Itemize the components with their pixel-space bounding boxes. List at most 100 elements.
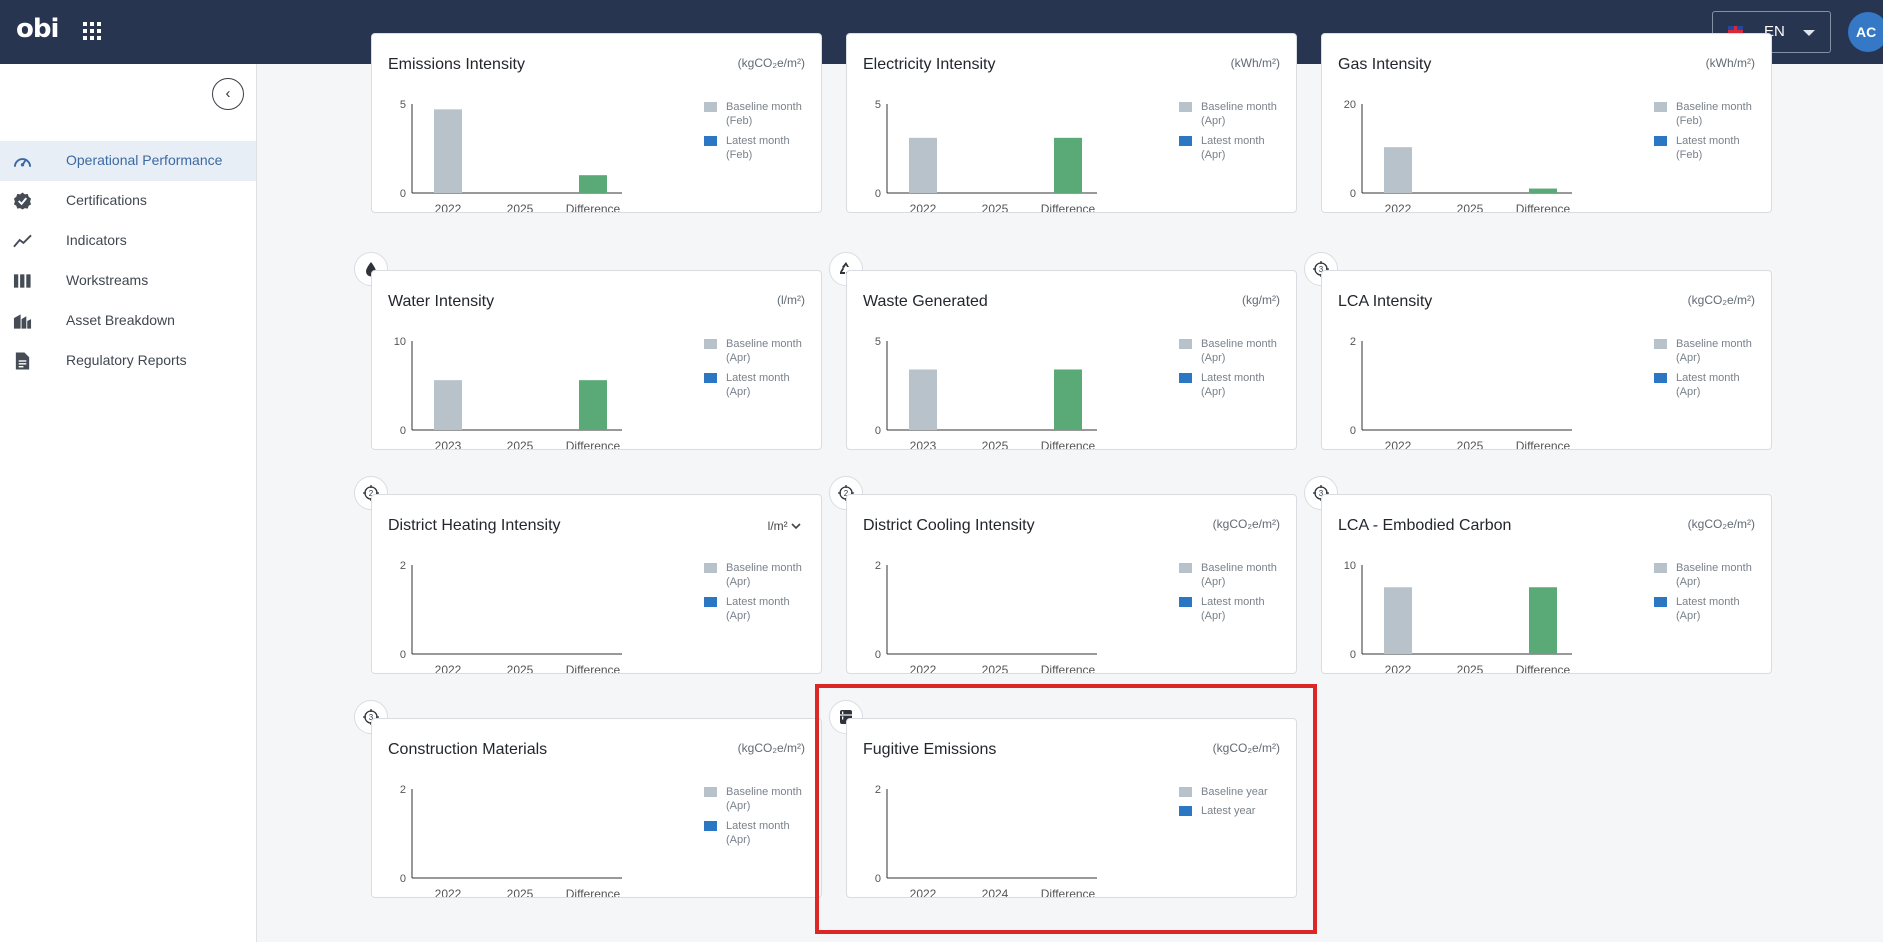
card-unit: (kWh/m²)	[1706, 56, 1755, 70]
sidebar-item-workstreams[interactable]: Workstreams	[0, 261, 256, 301]
legend-label: Baseline month	[1201, 562, 1277, 574]
bar-2022	[1384, 147, 1412, 193]
x-tick-label: 2025	[1457, 439, 1484, 449]
bar-2023	[909, 369, 937, 430]
x-tick-label: Difference	[566, 887, 621, 897]
sidebar-item-operational-performance[interactable]: Operational Performance	[0, 141, 256, 181]
bar-difference	[579, 175, 607, 193]
unit-label: (kg/m²)	[1242, 293, 1280, 307]
metric-card-water-intensity[interactable]: Water Intensity (l/m²) Baseline month (Apr)…	[371, 270, 822, 450]
legend-swatch	[704, 787, 717, 797]
metric-card-waste-generated[interactable]: Waste Generated (kg/m²) Baseline month (Apr…	[846, 270, 1297, 450]
x-tick-label: 2023	[910, 439, 937, 449]
buildings-icon	[13, 314, 32, 329]
metric-card-emissions-intensity[interactable]: Emissions Intensity (kgCO₂e/m²) Baseline m…	[371, 33, 822, 213]
legend-swatch	[1179, 102, 1192, 112]
bar-chart: 2 0 2022 2024 Difference	[875, 784, 1097, 897]
unit-label: (kgCO₂e/m²)	[1687, 293, 1755, 307]
legend-item-latest: Latest month (Apr)	[704, 371, 814, 405]
legend-label: Latest month	[1676, 372, 1740, 384]
y-tick-label: 0	[875, 188, 881, 200]
metric-card-construction-materials[interactable]: Construction Materials (kgCO₂e/m²) Baselin…	[371, 718, 822, 898]
collapse-sidebar-button[interactable]: ‹	[212, 78, 244, 110]
metric-card-lca-intensity[interactable]: LCA Intensity (kgCO₂e/m²) Baseline month (A…	[1321, 270, 1772, 450]
chart-legend: Baseline month (Apr) Latest month (Apr)	[1654, 561, 1764, 629]
legend-label: Latest year	[1201, 805, 1256, 817]
legend-item-latest: Latest month (Apr)	[1179, 134, 1289, 168]
legend-label: Latest month	[1201, 372, 1265, 384]
x-tick-label: 2024	[982, 887, 1009, 897]
bar-difference	[579, 380, 607, 430]
legend-period: (Apr)	[1201, 115, 1226, 127]
legend-period: (Apr)	[1201, 149, 1226, 161]
legend-label: Baseline month	[1676, 101, 1752, 113]
x-tick-label: Difference	[1041, 887, 1096, 897]
metric-card-electricity-intensity[interactable]: Electricity Intensity (kWh/m²) Baseline mo…	[846, 33, 1297, 213]
legend-item-latest: Latest month (Apr)	[1654, 371, 1764, 405]
x-tick-label: Difference	[566, 202, 621, 212]
x-tick-label: 2022	[1385, 663, 1412, 673]
sidebar-item-asset-breakdown[interactable]: Asset Breakdown	[0, 301, 256, 341]
x-tick-label: 2023	[435, 439, 462, 449]
metric-card-gas-intensity[interactable]: Gas Intensity (kWh/m²) Baseline month (Feb)…	[1321, 33, 1772, 213]
legend-item-baseline: Baseline month (Apr)	[704, 561, 814, 595]
legend-item-latest: Latest month (Apr)	[704, 595, 814, 629]
legend-label: Latest month	[1201, 596, 1265, 608]
legend-period: (Apr)	[726, 576, 751, 588]
uk-flag-icon	[1728, 26, 1743, 37]
card-title: Water Intensity	[388, 293, 495, 310]
card-unit: (kgCO₂e/m²)	[1688, 293, 1755, 307]
sidebar-item-label: Regulatory Reports	[66, 352, 187, 368]
legend-item-latest: Latest month (Apr)	[1179, 595, 1289, 629]
legend-swatch	[1654, 339, 1667, 349]
metric-card-district-heating-intensity[interactable]: District Heating Intensity l/m² Baseline …	[371, 494, 822, 674]
legend-swatch	[1179, 373, 1192, 383]
y-tick-label: 0	[400, 649, 406, 661]
sidebar-item-indicators[interactable]: Indicators	[0, 221, 256, 261]
x-tick-label: Difference	[1041, 663, 1096, 673]
metric-card-district-cooling-intensity[interactable]: District Cooling Intensity (kgCO₂e/m²) Bas…	[846, 494, 1297, 674]
legend-swatch	[1179, 339, 1192, 349]
svg-text:2: 2	[369, 489, 374, 498]
x-tick-label: 2025	[507, 439, 534, 449]
y-tick-label: 5	[875, 336, 881, 348]
legend-swatch	[1654, 597, 1667, 607]
user-avatar[interactable]: AC	[1848, 12, 1883, 52]
chart-legend: Baseline month (Apr) Latest month (Apr)	[1179, 337, 1289, 405]
bar-chart: 2 0 2022 2025 Difference	[1350, 336, 1572, 449]
y-tick-label: 0	[400, 425, 406, 437]
card-unit: (kg/m²)	[1242, 293, 1280, 307]
legend-label: Latest month	[726, 135, 790, 147]
legend-period: (Feb)	[1676, 115, 1703, 127]
x-tick-label: 2025	[1457, 663, 1484, 673]
sidebar-item-certifications[interactable]: Certifications	[0, 181, 256, 221]
card-title: District Cooling Intensity	[863, 517, 1035, 534]
obi-logo[interactable]: obi	[16, 14, 59, 44]
legend-period: (Apr)	[1676, 386, 1701, 398]
caret-down-icon	[1803, 30, 1815, 36]
legend-swatch	[1179, 787, 1192, 797]
bar-difference	[1054, 369, 1082, 430]
unit-dropdown[interactable]: l/m²	[768, 519, 801, 533]
apps-grid-icon[interactable]	[83, 22, 101, 40]
columns-icon	[13, 274, 31, 288]
legend-label: Baseline month	[726, 562, 802, 574]
legend-swatch	[1654, 373, 1667, 383]
bar-chart: 10 0 2023 2025 Difference	[394, 336, 622, 449]
y-tick-label: 10	[1344, 560, 1356, 572]
metric-card-lca-embodied-carbon[interactable]: LCA - Embodied Carbon (kgCO₂e/m²) Baseline…	[1321, 494, 1772, 674]
legend-label: Baseline month	[1201, 338, 1277, 350]
y-tick-label: 0	[875, 873, 881, 885]
metric-card-fugitive-emissions[interactable]: Fugitive Emissions (kgCO₂e/m²) Baseline ye…	[846, 718, 1297, 898]
legend-label: Latest month	[1676, 596, 1740, 608]
card-title: Fugitive Emissions	[863, 741, 997, 758]
card-unit: (kgCO₂e/m²)	[1213, 741, 1280, 755]
main-content: Emissions Intensity (kgCO₂e/m²) Baseline m…	[258, 33, 1883, 942]
document-icon	[15, 352, 30, 370]
y-tick-label: 20	[1344, 99, 1356, 111]
sidebar-item-regulatory-reports[interactable]: Regulatory Reports	[0, 341, 256, 381]
legend-item-latest: Latest month (Apr)	[1654, 595, 1764, 629]
legend-period: (Apr)	[1201, 352, 1226, 364]
legend-item-baseline: Baseline month (Apr)	[1179, 100, 1289, 134]
chart-legend: Baseline month (Apr) Latest month (Apr)	[1654, 337, 1764, 405]
